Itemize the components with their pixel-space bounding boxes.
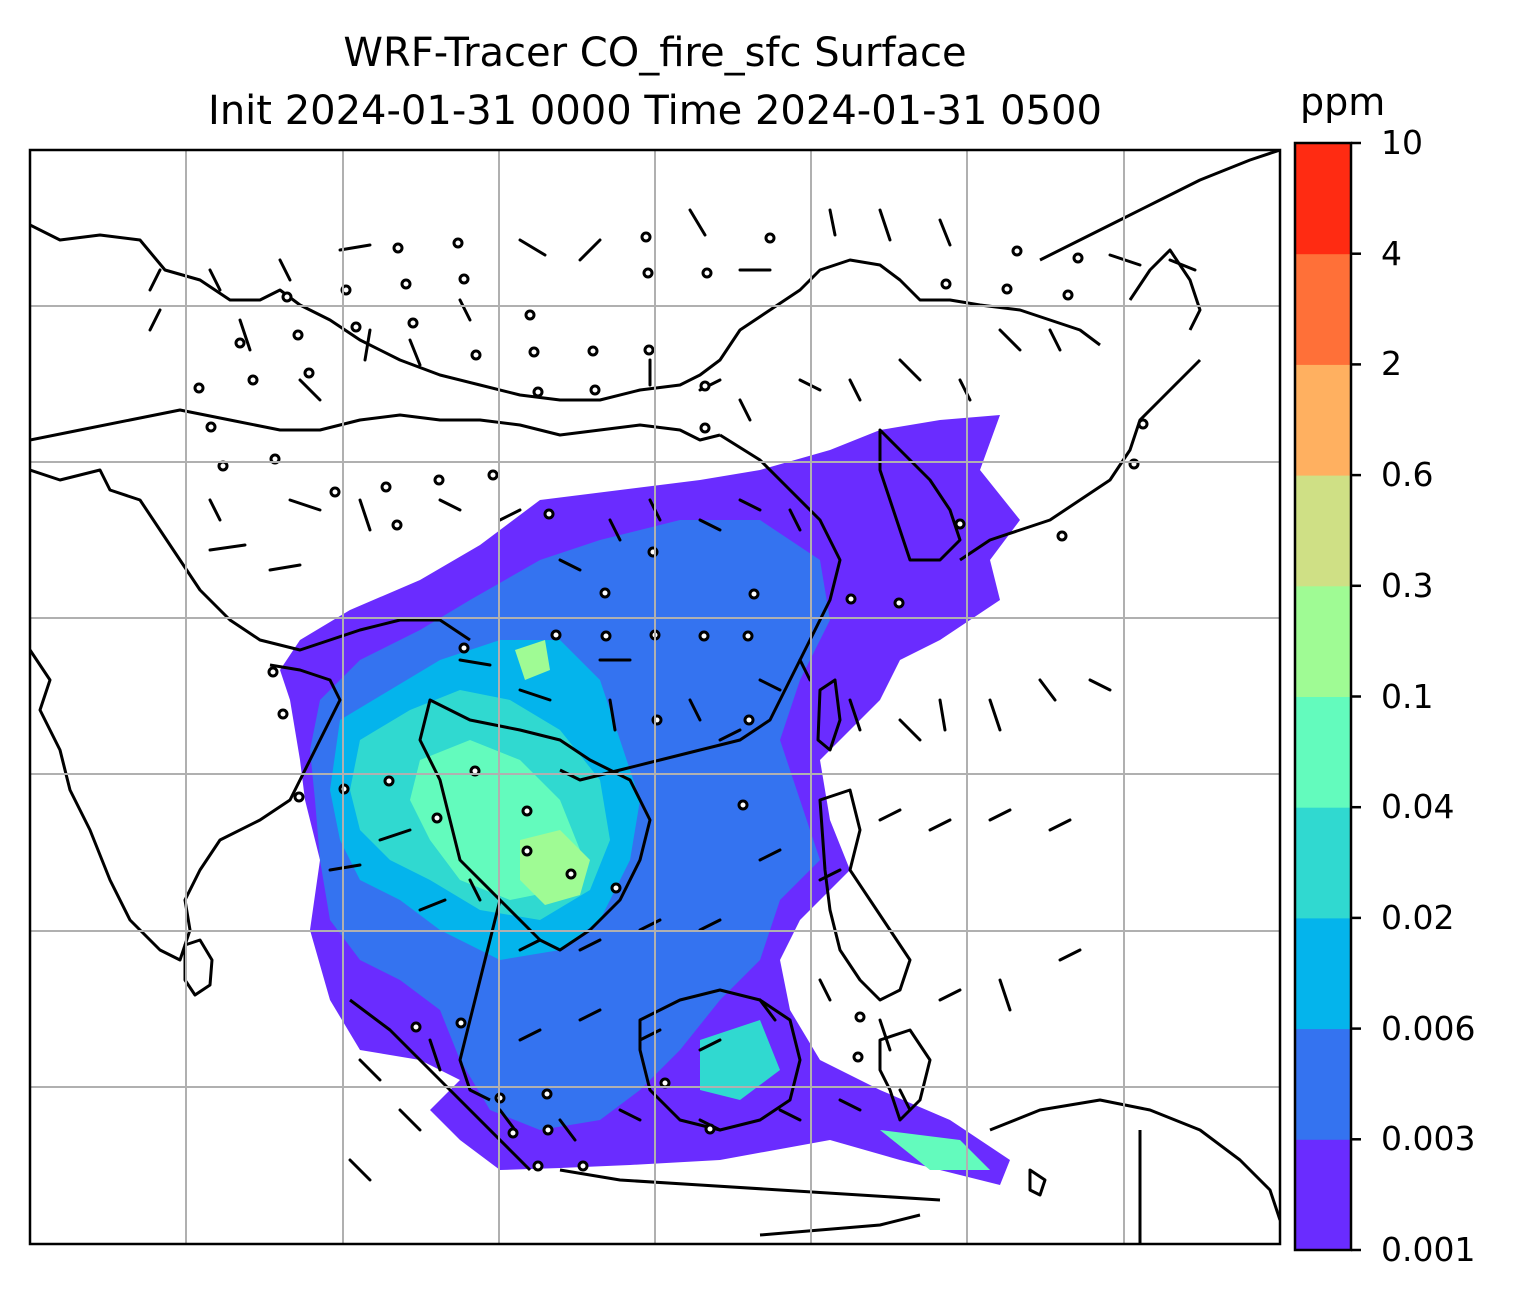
colorbar-segment — [1295, 807, 1351, 919]
colorbar-segment — [1295, 1139, 1351, 1251]
colorbar-unit-label: ppm — [1300, 80, 1386, 124]
colorbar-ticks — [1351, 141, 1361, 1252]
colorbar — [1295, 143, 1351, 1251]
colorbar-segment — [1295, 1028, 1351, 1140]
colorbar-tick-label: 0.001 — [1381, 1230, 1476, 1269]
colorbar-tick-label: 10 — [1381, 123, 1423, 162]
colorbar-segment — [1295, 364, 1351, 476]
tracer-field — [280, 415, 1020, 1185]
colorbar-tick-label: 0.02 — [1381, 897, 1455, 937]
coastlines — [30, 150, 1280, 1244]
colorbar-tick-label: 0.006 — [1381, 1008, 1476, 1048]
colorbar-tick-label: 0.3 — [1381, 565, 1434, 605]
colorbar-tick-label: 2 — [1381, 344, 1402, 384]
colorbar-segment — [1295, 253, 1351, 365]
colorbar-tick-label: 4 — [1381, 233, 1402, 273]
tracer-level-6b — [515, 640, 550, 680]
colorbar-segment — [1295, 917, 1351, 1030]
gridlines — [30, 150, 1280, 1244]
colorbar-segment — [1295, 475, 1351, 587]
colorbar-tick-label: 0.04 — [1381, 787, 1455, 827]
colorbar-tick-label: 0.1 — [1381, 676, 1434, 716]
tracer-level-5b — [880, 1130, 990, 1170]
colorbar-tick-label: 0.003 — [1381, 1119, 1476, 1159]
colorbar-tick-label: 0.6 — [1381, 455, 1434, 495]
map-title-line2: Init 2024-01-31 0000 Time 2024-01-31 050… — [208, 88, 1102, 134]
map-title-line1: WRF-Tracer CO_fire_sfc Surface — [343, 30, 967, 76]
colorbar-segment — [1295, 585, 1351, 697]
tracer-level-6 — [520, 830, 590, 905]
map-border — [28, 148, 1282, 1246]
colorbar-segment — [1295, 143, 1351, 255]
colorbar-segment — [1295, 696, 1351, 808]
